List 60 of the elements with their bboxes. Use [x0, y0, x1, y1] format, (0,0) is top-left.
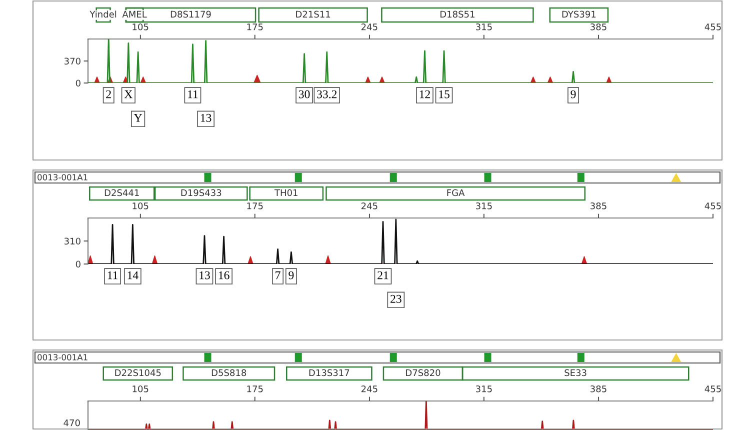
y-tick-label: 370 — [64, 58, 80, 65]
text: 15 — [439, 90, 450, 98]
text: 30 — [298, 90, 310, 98]
text: X — [124, 90, 132, 98]
x-tick-label: 385 — [590, 23, 606, 30]
text: 16 — [218, 271, 230, 280]
text: 23 — [390, 294, 402, 303]
text: D5S818 — [212, 369, 246, 376]
text: D18S51 — [440, 10, 474, 18]
text: 7 — [276, 271, 280, 280]
text: 0013-001A1 — [38, 354, 88, 360]
x-tick-label: 105 — [132, 202, 148, 210]
x-tick-label: 245 — [361, 385, 378, 392]
text: 13 — [200, 271, 210, 280]
x-tick-label: 455 — [704, 24, 721, 30]
text: D7S820 — [406, 369, 440, 376]
text: D21S11 — [296, 10, 330, 18]
text: 14 — [128, 271, 138, 280]
x-tick-label: 175 — [247, 202, 263, 210]
text: D2S441 — [104, 189, 139, 196]
x-tick-label: 175 — [247, 24, 263, 30]
x-tick-label: 175 — [247, 386, 263, 392]
text: 11 — [188, 90, 198, 98]
text: TH01 — [274, 189, 298, 196]
x-tick-label: 385 — [590, 385, 606, 392]
text: 11 — [108, 271, 118, 280]
x-tick-label: 105 — [132, 23, 148, 30]
x-tick-label: 245 — [361, 23, 378, 30]
text: 2 — [106, 90, 111, 98]
text: 21 — [378, 271, 388, 280]
x-tick-label: 245 — [361, 202, 378, 210]
y-tick-label: 0 — [76, 80, 80, 87]
x-tick-label: 315 — [476, 202, 492, 210]
x-tick-label: 385 — [590, 202, 606, 210]
text: 0013-001A1 — [38, 174, 88, 180]
x-tick-label: 455 — [704, 386, 721, 392]
text: D8S1179 — [170, 10, 211, 18]
text: 470 — [64, 419, 80, 426]
text: 12 — [420, 90, 430, 98]
y-tick-label: 0 — [76, 260, 80, 268]
text: D19S433 — [181, 189, 222, 196]
x-tick-label: 105 — [132, 385, 148, 392]
line-series — [88, 39, 713, 83]
text: 33.2 — [317, 90, 337, 98]
text: 13 — [200, 114, 212, 122]
text: D13S317 — [309, 369, 350, 376]
text: FGA — [447, 189, 465, 196]
x-tick-label: 315 — [476, 23, 492, 30]
text: Yindel — [90, 10, 116, 18]
text: Y — [134, 114, 142, 122]
text: 9 — [570, 90, 576, 98]
text: SE33 — [564, 369, 586, 376]
text: AMEL — [122, 10, 147, 18]
text: DYS391 — [562, 10, 596, 18]
text: 9 — [288, 271, 294, 280]
line-series — [88, 218, 713, 264]
x-tick-label: 315 — [476, 385, 492, 392]
y-tick-label: 310 — [64, 238, 80, 245]
x-tick-label: 455 — [704, 202, 721, 210]
text: D22S1045 — [115, 369, 161, 376]
